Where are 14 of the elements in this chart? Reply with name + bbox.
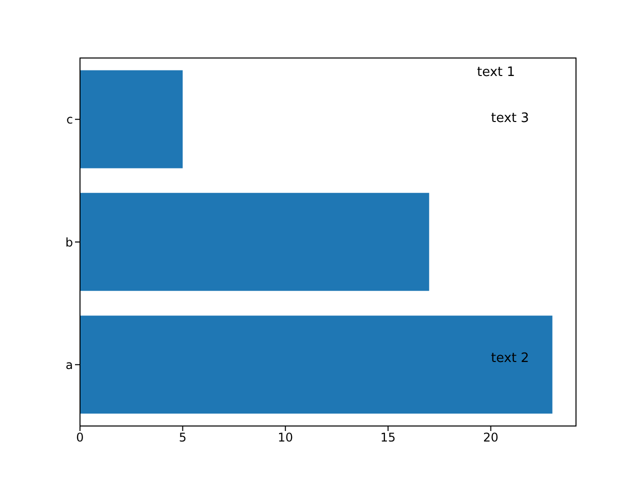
x-tick-label: 20	[483, 430, 498, 445]
bar	[80, 316, 552, 414]
x-tick-label: 5	[178, 430, 187, 445]
x-tick-label: 10	[278, 430, 294, 445]
annotation: text 1	[477, 65, 516, 80]
annotation: text 2	[491, 351, 530, 366]
x-tick-label: 0	[76, 430, 84, 445]
annotation: text 3	[491, 111, 530, 126]
bar	[80, 70, 183, 168]
y-tick-label: c	[66, 112, 73, 127]
y-tick-label: a	[66, 358, 73, 372]
bar	[80, 192, 430, 291]
x-tick-label: 15	[380, 430, 396, 445]
y-tick-label: b	[65, 235, 73, 250]
